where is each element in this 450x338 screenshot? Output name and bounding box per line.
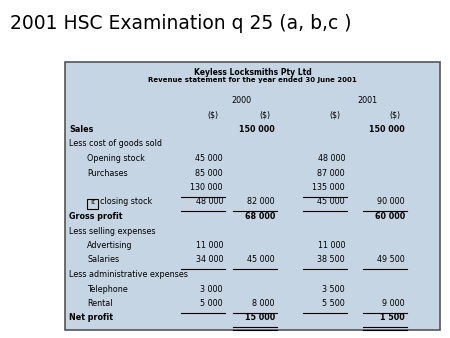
Text: 2001: 2001: [357, 96, 377, 105]
Text: 135 000: 135 000: [312, 183, 345, 192]
Text: 34 000: 34 000: [195, 256, 223, 265]
Text: 85 000: 85 000: [195, 169, 223, 177]
Text: 2000: 2000: [231, 96, 251, 105]
Text: 48 000: 48 000: [318, 154, 345, 163]
Text: ($): ($): [389, 111, 400, 120]
Text: Less selling expenses: Less selling expenses: [69, 226, 156, 236]
Text: 150 000: 150 000: [239, 125, 275, 134]
Text: Gross profit: Gross profit: [69, 212, 122, 221]
Text: 60 000: 60 000: [375, 212, 405, 221]
Text: Less administrative expenses: Less administrative expenses: [69, 270, 188, 279]
Text: 38 500: 38 500: [317, 256, 345, 265]
Text: 90 000: 90 000: [378, 197, 405, 207]
Text: Opening stock: Opening stock: [87, 154, 145, 163]
Text: 5 000: 5 000: [200, 299, 223, 308]
Text: ($): ($): [260, 111, 270, 120]
Text: 130 000: 130 000: [190, 183, 223, 192]
Text: 48 000: 48 000: [195, 197, 223, 207]
Bar: [65, 62, 440, 330]
Text: Salaries: Salaries: [87, 256, 119, 265]
Text: 2001 HSC Examination q 25 (a, b,c ): 2001 HSC Examination q 25 (a, b,c ): [10, 14, 351, 33]
Text: 68 000: 68 000: [245, 212, 275, 221]
Text: Sales: Sales: [69, 125, 94, 134]
Text: 15 000: 15 000: [245, 314, 275, 322]
Text: Keyless Locksmiths Pty Ltd: Keyless Locksmiths Pty Ltd: [194, 68, 311, 77]
Text: Telephone: Telephone: [87, 285, 128, 293]
Text: Less cost of goods sold: Less cost of goods sold: [69, 140, 162, 148]
Text: Net profit: Net profit: [69, 314, 113, 322]
Text: 1 500: 1 500: [380, 314, 405, 322]
Text: 8 000: 8 000: [252, 299, 275, 308]
Text: Purchases: Purchases: [87, 169, 128, 177]
Text: 9 000: 9 000: [382, 299, 405, 308]
Text: 49 500: 49 500: [377, 256, 405, 265]
Text: 45 000: 45 000: [317, 197, 345, 207]
Text: Advertising: Advertising: [87, 241, 132, 250]
Text: closing stock: closing stock: [100, 197, 152, 207]
Text: 11 000: 11 000: [318, 241, 345, 250]
Text: 5 500: 5 500: [322, 299, 345, 308]
Text: 150 000: 150 000: [369, 125, 405, 134]
Bar: [87, 198, 98, 209]
Text: 3 000: 3 000: [201, 285, 223, 293]
Text: 3 500: 3 500: [322, 285, 345, 293]
Text: ($): ($): [329, 111, 341, 120]
Text: It: It: [90, 199, 95, 205]
Text: 45 000: 45 000: [248, 256, 275, 265]
Text: Revenue statement for the year ended 30 June 2001: Revenue statement for the year ended 30 …: [148, 77, 357, 83]
Text: 87 000: 87 000: [317, 169, 345, 177]
Text: 11 000: 11 000: [195, 241, 223, 250]
Text: 45 000: 45 000: [195, 154, 223, 163]
Text: ($): ($): [207, 111, 219, 120]
Text: 82 000: 82 000: [248, 197, 275, 207]
Text: Rental: Rental: [87, 299, 112, 308]
